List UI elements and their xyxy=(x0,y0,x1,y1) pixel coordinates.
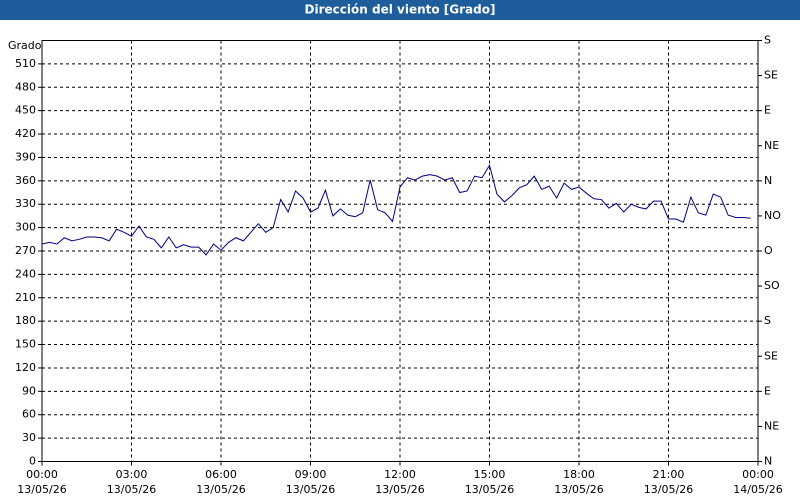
x-tick-date: 13/05/26 xyxy=(196,483,245,496)
x-tick-date: 14/05/26 xyxy=(733,483,782,496)
x-tick-label: 21:00 xyxy=(653,468,685,481)
y2-tick-label: O xyxy=(764,244,773,257)
x-tick-label: 00:00 xyxy=(26,468,58,481)
y-tick-label: 300 xyxy=(15,221,36,234)
y2-tick-label: E xyxy=(764,104,771,117)
y2-tick-label: NE xyxy=(764,419,779,432)
y-tick-label: 240 xyxy=(15,267,36,280)
y-tick-label: 30 xyxy=(22,431,36,444)
y2-tick-label: E xyxy=(764,384,771,397)
y2-tick-label: NO xyxy=(764,209,781,222)
y-tick-label: 150 xyxy=(15,338,36,351)
y-axis-label: Grado xyxy=(8,39,42,52)
chart-title: Dirección del viento [Grado] xyxy=(305,3,496,17)
x-tick-date: 13/05/26 xyxy=(17,483,66,496)
y-tick-label: 510 xyxy=(15,57,36,70)
y2-tick-label: N xyxy=(764,455,772,468)
y-tick-label: 390 xyxy=(15,150,36,163)
x-tick-date: 13/05/26 xyxy=(644,483,693,496)
y2-tick-label: SE xyxy=(764,69,778,82)
x-tick-label: 09:00 xyxy=(295,468,327,481)
title-bar xyxy=(0,0,800,20)
y-tick-label: 270 xyxy=(15,244,36,257)
x-tick-label: 06:00 xyxy=(205,468,237,481)
y-tick-label: 90 xyxy=(22,384,36,397)
y2-tick-label: N xyxy=(764,174,772,187)
x-tick-label: 12:00 xyxy=(384,468,416,481)
y-tick-label: 60 xyxy=(22,408,36,421)
y2-tick-label: S xyxy=(764,34,771,47)
y-tick-label: 120 xyxy=(15,361,36,374)
x-tick-date: 13/05/26 xyxy=(107,483,156,496)
y-tick-label: 420 xyxy=(15,127,36,140)
y-tick-label: 450 xyxy=(15,104,36,117)
y-tick-label: 180 xyxy=(15,314,36,327)
y-tick-label: 0 xyxy=(29,455,36,468)
y-tick-label: 210 xyxy=(15,291,36,304)
y-tick-label: 360 xyxy=(15,174,36,187)
y2-tick-label: NE xyxy=(764,139,779,152)
y2-tick-label: S xyxy=(764,314,771,327)
x-tick-date: 13/05/26 xyxy=(286,483,335,496)
x-tick-label: 15:00 xyxy=(474,468,506,481)
y2-tick-label: SO xyxy=(764,279,780,292)
x-tick-date: 13/05/26 xyxy=(375,483,424,496)
x-tick-date: 13/05/26 xyxy=(554,483,603,496)
x-tick-label: 03:00 xyxy=(116,468,148,481)
x-tick-label: 18:00 xyxy=(563,468,595,481)
y2-tick-label: SE xyxy=(764,349,778,362)
data-line xyxy=(41,163,751,256)
x-tick-date: 13/05/26 xyxy=(465,483,514,496)
x-tick-label: 00:00 xyxy=(742,468,774,481)
y-tick-label: 480 xyxy=(15,80,36,93)
y-tick-label: 330 xyxy=(15,197,36,210)
